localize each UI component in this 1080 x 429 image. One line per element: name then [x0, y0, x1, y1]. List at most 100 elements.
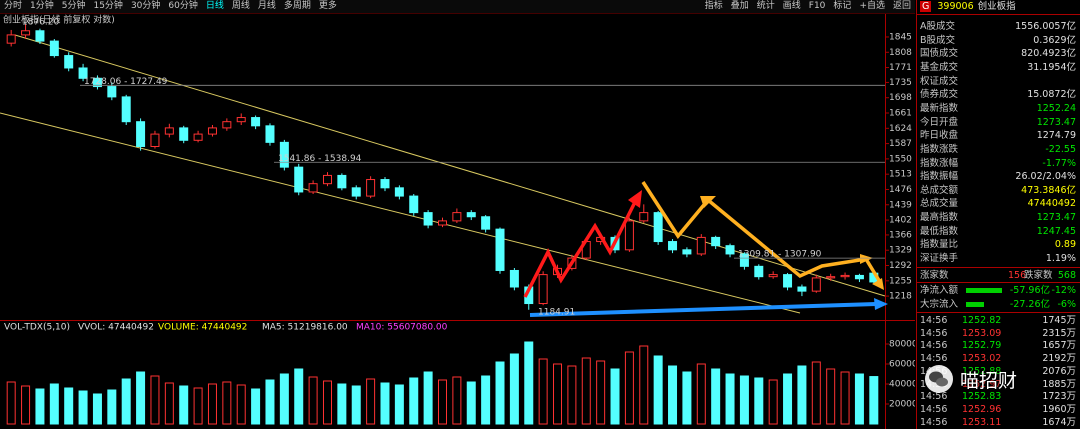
volume-bar — [294, 368, 304, 425]
period-tab[interactable]: 更多 — [318, 1, 337, 11]
trade-row: 14:56 1252.96 1960万 — [920, 403, 1078, 416]
period-tab[interactable]: 5分钟 — [61, 1, 86, 11]
period-tab[interactable]: 分时 — [4, 1, 23, 11]
trade-volume: 2315万 — [1042, 327, 1076, 339]
tool-button[interactable]: 标记 — [833, 1, 852, 11]
period-tab[interactable]: 日线 — [205, 1, 224, 11]
trade-volume: 1723万 — [1042, 391, 1076, 403]
candle-body — [481, 216, 491, 230]
volume-bar — [193, 387, 203, 425]
y-tick-label: 1808 — [889, 48, 912, 58]
period-tab[interactable]: 30分钟 — [130, 1, 161, 11]
period-tab[interactable]: 1分钟 — [30, 1, 54, 11]
trade-row: 14:56 1253.02 2192万 — [920, 352, 1078, 365]
trade-time: 14:56 — [920, 327, 948, 339]
quote-value: 1247.45 — [1036, 225, 1076, 237]
quote-value: 473.3846亿 — [1021, 184, 1076, 196]
volume-bar — [768, 379, 778, 425]
quote-value: 0.3629亿 — [1033, 34, 1076, 46]
trade-volume: 2192万 — [1042, 353, 1076, 365]
candle-body — [21, 30, 31, 36]
flow-row: 大宗流入 -27.26亿 -6% — [920, 298, 1078, 311]
quote-label: 最低指数 — [920, 225, 959, 237]
volume-bar — [21, 385, 31, 425]
indicator-name: VOL-TDX(5,10) — [4, 323, 70, 333]
quote-value: 47440492 — [1027, 198, 1076, 210]
volume-bar — [668, 365, 678, 425]
tool-button[interactable]: +自选 — [859, 1, 885, 11]
tool-button[interactable]: F10 — [808, 1, 826, 11]
candle-body — [265, 125, 275, 143]
period-tab[interactable]: 60分钟 — [168, 1, 198, 11]
flow-pct: -6% — [1057, 299, 1077, 310]
candle-body — [107, 86, 117, 98]
tool-button[interactable]: 统计 — [756, 1, 775, 11]
period-tab[interactable]: 多周期 — [283, 1, 311, 11]
period-tab[interactable]: 月线 — [257, 1, 276, 11]
up-count: 156 — [1008, 270, 1027, 281]
volume-bar — [826, 368, 836, 425]
quote-row: 基金成交 31.1954亿 — [920, 61, 1078, 74]
quote-value: 1.19% — [1045, 253, 1076, 265]
volume-y-tick-label: 80000 — [889, 340, 915, 350]
candle-body — [236, 117, 246, 123]
volume-bar — [337, 383, 347, 425]
volume-bar — [222, 381, 232, 425]
trade-row: 14:56 1252.79 1657万 — [920, 339, 1078, 352]
candle-body — [308, 183, 318, 193]
y-tick-label: 1550 — [889, 154, 912, 164]
volume-legend: MA5: 51219816.00 — [262, 323, 348, 333]
volume-bar — [524, 341, 534, 425]
quote-value: -1.77% — [1042, 157, 1076, 169]
volume-bar — [739, 375, 749, 425]
channel-upper — [14, 34, 886, 297]
volume-bar — [107, 389, 117, 425]
volume-bar — [754, 377, 764, 425]
volume-bar — [509, 353, 519, 425]
flow-label: 净流入额 — [920, 285, 959, 296]
flow-value: -27.26亿 — [1009, 299, 1050, 310]
y-tick-label: 1513 — [889, 170, 912, 180]
tool-button[interactable]: 指标 — [704, 1, 723, 11]
breadth-label: 跌家数 — [1024, 270, 1053, 281]
y-tick-label: 1735 — [889, 78, 912, 88]
volume-bar — [121, 378, 131, 425]
trade-volume: 1745万 — [1042, 315, 1076, 326]
arrow-head — [874, 298, 888, 310]
trade-volume: 1885万 — [1042, 378, 1076, 390]
y-tick-label: 1771 — [889, 63, 912, 73]
y-tick-label: 1402 — [889, 216, 912, 226]
tool-button[interactable]: 叠加 — [730, 1, 749, 11]
volume-bar — [610, 368, 620, 425]
candle-body — [351, 187, 361, 197]
volume-legend: VOLUME: 47440492 — [158, 323, 247, 333]
flow-label: 大宗流入 — [920, 299, 959, 310]
down-count: 568 — [1057, 270, 1076, 281]
volume-bar — [624, 351, 634, 425]
tool-button[interactable]: 返回 — [892, 1, 911, 11]
watermark-text: 喵招财 — [960, 369, 1018, 392]
quote-row: B股成交 0.3629亿 — [920, 34, 1078, 47]
quote-label: 今日开盘 — [920, 116, 959, 128]
volume-y-tick-label: 20000 — [889, 400, 915, 410]
quote-value: 1273.47 — [1036, 212, 1076, 224]
candle-body — [854, 274, 864, 280]
trade-price: 1252.96 — [962, 403, 1002, 415]
candle-body — [538, 274, 548, 305]
period-tab[interactable]: 周线 — [231, 1, 250, 11]
quote-label: 指数涨幅 — [920, 157, 959, 169]
candle-body — [49, 40, 59, 57]
period-tab[interactable]: 15分钟 — [93, 1, 123, 11]
trade-volume: 2076万 — [1042, 365, 1076, 377]
quote-value: 0.89 — [1054, 239, 1076, 251]
candle-body — [783, 274, 793, 288]
quote-row: 深证换手 1.19% — [920, 252, 1078, 265]
candle-body — [840, 274, 850, 278]
trade-volume: 1657万 — [1042, 340, 1076, 352]
trade-row: 14:56 1252.83 1723万 — [920, 390, 1078, 403]
candle-body — [394, 187, 404, 197]
volume-bar — [64, 387, 74, 425]
tool-button[interactable]: 画线 — [782, 1, 801, 11]
quote-value: -22.55 — [1045, 143, 1076, 155]
candle-body — [438, 220, 447, 226]
